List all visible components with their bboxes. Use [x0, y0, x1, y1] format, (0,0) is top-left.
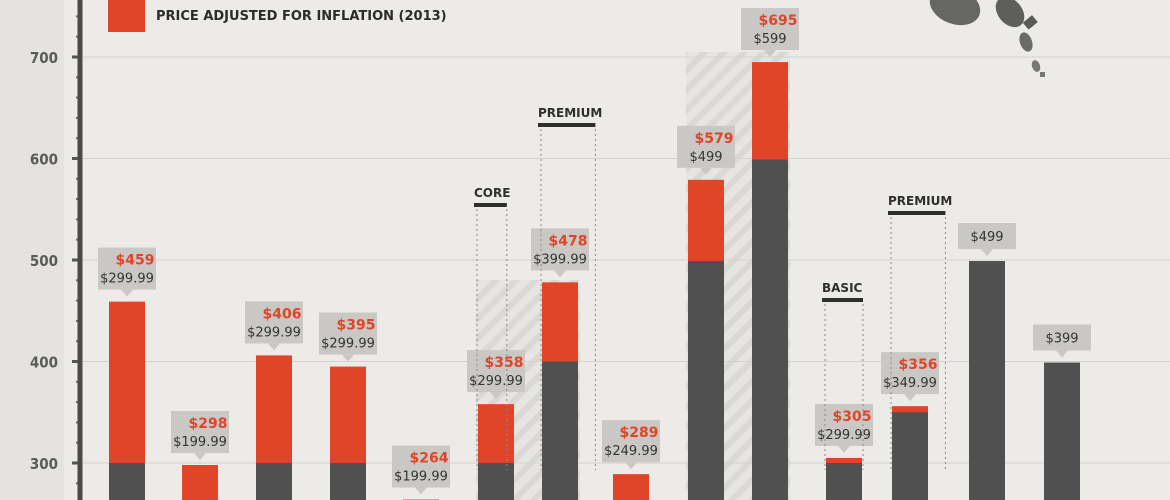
adjusted-price-label: $478 — [549, 233, 588, 249]
adjusted-price-label: $406 — [263, 306, 302, 322]
adjusted-price-label: $305 — [833, 409, 872, 425]
adjusted-price-label: $289 — [620, 425, 659, 441]
y-tick-label: 700 — [30, 49, 58, 67]
original-price-label: $499 — [689, 150, 722, 165]
original-price-label: $299.99 — [247, 325, 301, 340]
adjusted-price-label: $395 — [337, 318, 376, 334]
original-price-label: $299.99 — [321, 337, 375, 352]
original-price-label: $299.99 — [100, 272, 154, 287]
bar-original — [330, 463, 366, 500]
price-callout — [602, 420, 660, 463]
bar-original — [892, 412, 928, 500]
adjusted-price-label: $264 — [410, 451, 449, 467]
callout-pointer — [194, 453, 206, 461]
price-callout — [98, 247, 156, 290]
price-callout — [319, 312, 377, 355]
bar-original — [109, 463, 145, 500]
bar-original — [1044, 362, 1080, 500]
bomb-icon — [1040, 72, 1045, 77]
bar-original — [688, 261, 724, 500]
bomb-icon — [1019, 32, 1033, 52]
callout-pointer — [490, 392, 502, 400]
price-callout — [1033, 324, 1091, 351]
adjusted-price-label: $356 — [899, 357, 938, 373]
bar-original — [969, 261, 1005, 500]
price-callout — [958, 223, 1016, 250]
original-price-label: $399 — [1045, 332, 1078, 347]
adjusted-price-label: $695 — [759, 13, 798, 29]
callout-pointer — [764, 50, 776, 58]
bar-original — [256, 463, 292, 500]
bomb-illustration — [929, 0, 1045, 77]
original-price-label: $349.99 — [883, 376, 937, 391]
original-price-label: $599 — [753, 32, 786, 47]
bar-original — [478, 463, 514, 500]
bar-original — [826, 463, 862, 500]
price-callout — [392, 445, 450, 488]
y-tick-label: 300 — [30, 455, 58, 473]
y-tick-label: 500 — [30, 252, 58, 270]
group-label: CORE — [474, 186, 510, 200]
bar-original — [752, 159, 788, 500]
callout-pointer — [268, 343, 280, 351]
bomb-icon — [1022, 15, 1038, 30]
callout-pointer — [981, 249, 993, 257]
original-price-label: $299.99 — [469, 374, 523, 389]
axis-panel — [0, 0, 64, 500]
callout-pointer — [415, 487, 427, 495]
group-label: PREMIUM — [538, 106, 602, 120]
original-price-label: $199.99 — [394, 470, 448, 485]
legend-swatch-adjusted — [108, 0, 145, 32]
group-label: BASIC — [822, 281, 863, 295]
price-callout — [741, 8, 799, 51]
bar-adjusted — [182, 465, 218, 500]
adjusted-price-label: $298 — [189, 416, 228, 432]
original-price-label: $199.99 — [173, 435, 227, 450]
callout-pointer — [554, 270, 566, 278]
price-callout — [677, 125, 735, 168]
group-label: PREMIUM — [888, 194, 952, 208]
y-tick-label: 400 — [30, 354, 58, 372]
original-price-label: $249.99 — [604, 444, 658, 459]
original-price-label: $499 — [970, 230, 1003, 245]
adjusted-price-label: $579 — [695, 131, 734, 147]
callout-pointer — [342, 354, 354, 362]
callout-pointer — [121, 289, 133, 297]
adjusted-price-label: $358 — [485, 355, 524, 371]
bomb-icon — [929, 0, 981, 26]
legend-label-adjusted: PRICE ADJUSTED FOR INFLATION (2013) — [156, 9, 447, 24]
callout-pointer — [625, 462, 637, 470]
callout-pointer — [700, 167, 712, 175]
bar-original — [542, 361, 578, 500]
original-price-label: $399.99 — [533, 252, 587, 267]
adjusted-price-label: $459 — [116, 253, 155, 269]
y-tick-label: 600 — [30, 151, 58, 169]
callout-pointer — [1056, 350, 1068, 358]
bomb-icon — [1031, 60, 1041, 72]
price-callout — [171, 411, 229, 454]
bar-adjusted — [613, 474, 649, 500]
callout-pointer — [838, 445, 850, 453]
bomb-icon — [995, 0, 1025, 28]
price-callout — [245, 301, 303, 344]
callout-pointer — [904, 394, 916, 402]
original-price-label: $299.99 — [817, 428, 871, 443]
